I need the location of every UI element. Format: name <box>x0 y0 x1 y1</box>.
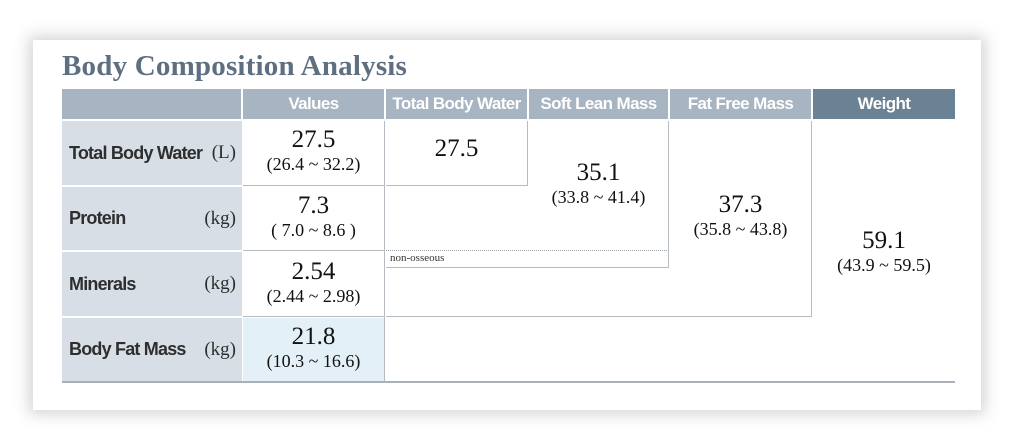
tbw-value: 27.5 <box>434 135 479 162</box>
divider <box>527 121 528 185</box>
header-soft-lean-mass: Soft Lean Mass <box>529 89 668 119</box>
row-label-minerals: Minerals (kg) <box>62 252 242 316</box>
total-body-water-cell: 27.5 <box>386 136 527 161</box>
fat-value-cell <box>243 318 384 381</box>
value-range: (10.3 ~ 16.6) <box>266 351 361 371</box>
non-osseous-label: non-osseous <box>390 252 445 264</box>
weight-range: (43.9 ~ 59.5) <box>837 255 931 275</box>
row-label-text: Protein <box>69 208 126 228</box>
value-range: (2.44 ~ 2.98) <box>266 286 361 306</box>
table-bottom-border <box>62 381 955 383</box>
value-cell-protein: 7.3 ( 7.0 ~ 8.6 ) <box>243 193 384 239</box>
header-fat-free-mass: Fat Free Mass <box>670 89 811 119</box>
value-range: ( 7.0 ~ 8.6 ) <box>271 220 356 240</box>
value-cell-body-fat-mass: 21.8 (10.3 ~ 16.6) <box>243 324 384 370</box>
divider <box>668 121 669 267</box>
header-total-body-water: Total Body Water <box>386 89 527 119</box>
value-number: 2.54 <box>291 258 336 285</box>
row-label-text: Total Body Water <box>69 142 203 163</box>
value-number: 27.5 <box>291 126 336 153</box>
header-values: Values <box>243 89 384 119</box>
divider <box>811 121 812 316</box>
value-cell-total-body-water: 27.5 (26.4 ~ 32.2) <box>243 127 384 173</box>
slm-value: 35.1 <box>576 159 621 186</box>
divider <box>386 267 669 268</box>
soft-lean-mass-cell: 35.1 (33.8 ~ 41.4) <box>529 160 668 206</box>
value-cell-minerals: 2.54 (2.44 ~ 2.98) <box>243 259 384 305</box>
page-title: Body Composition Analysis <box>62 50 408 82</box>
header-blank <box>62 89 241 119</box>
header-weight: Weight <box>813 89 955 119</box>
row-unit: (kg) <box>204 207 236 229</box>
row-label-text: Body Fat Mass <box>69 339 186 359</box>
ffm-range: (35.8 ~ 43.8) <box>693 219 788 239</box>
row-label-text: Minerals <box>69 273 136 294</box>
weight-cell: 59.1 (43.9 ~ 59.5) <box>813 228 955 274</box>
value-number: 21.8 <box>291 323 336 350</box>
value-number: 7.3 <box>297 192 330 219</box>
divider <box>243 250 384 251</box>
row-label-protein: Protein (kg) <box>62 187 242 250</box>
row-unit: (kg) <box>204 338 236 360</box>
value-range: (26.4 ~ 32.2) <box>266 154 361 174</box>
row-label-body-fat-mass: Body Fat Mass (kg) <box>62 318 242 381</box>
weight-value: 59.1 <box>862 227 906 254</box>
slm-range: (33.8 ~ 41.4) <box>551 187 646 207</box>
divider <box>386 185 528 186</box>
dotted-divider <box>386 250 669 251</box>
row-unit: (kg) <box>204 273 236 294</box>
divider <box>386 316 812 317</box>
divider <box>384 121 385 381</box>
row-unit: (L) <box>211 142 236 163</box>
ffm-value: 37.3 <box>718 191 763 218</box>
divider <box>243 185 384 186</box>
row-label-total-body-water: Total Body Water (L) <box>62 121 242 185</box>
divider <box>243 316 384 317</box>
fat-free-mass-cell: 37.3 (35.8 ~ 43.8) <box>670 192 811 238</box>
